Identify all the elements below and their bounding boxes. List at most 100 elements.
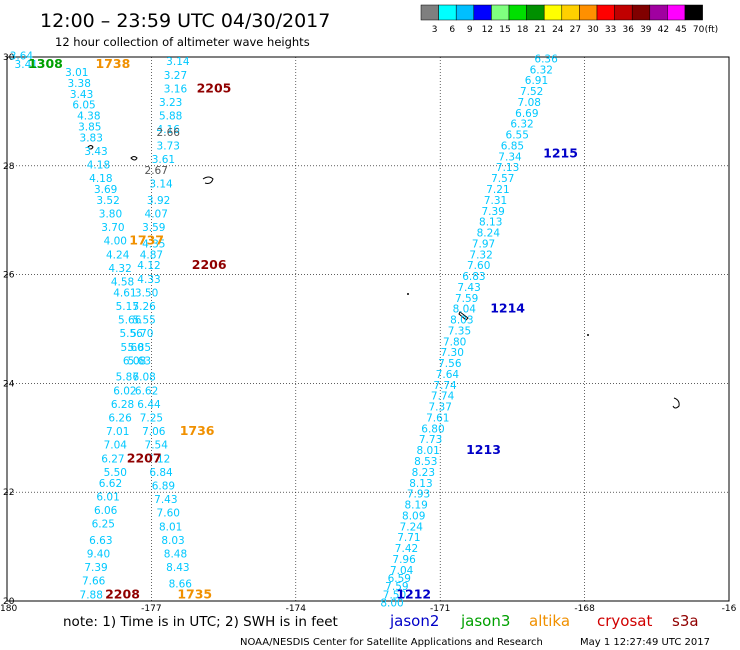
- colorbar-label: 18: [517, 25, 529, 35]
- wave-height-label: 3.16: [164, 83, 188, 95]
- wave-height-label: 8.66: [169, 578, 193, 590]
- pass-time-label: 1735: [177, 586, 212, 601]
- mission-label-altika: altika: [529, 612, 570, 630]
- wave-height-label: 3.73: [157, 140, 180, 152]
- wave-height-label: 3.50: [135, 287, 158, 299]
- wave-height-label: 8.48: [164, 548, 187, 560]
- wave-height-label: 4.00: [104, 236, 127, 248]
- pass-time-label: 1736: [180, 423, 215, 438]
- wave-height-label: 3.92: [147, 195, 170, 207]
- colorbar: 3 6 9 12 15 18 21 24 27 30 33 36 39 42 45 70 (ft): [420, 4, 719, 35]
- x-tick-label: -177: [141, 604, 161, 614]
- wave-height-label: 7.96: [392, 554, 416, 566]
- wave-height-label: 2.67: [145, 165, 168, 177]
- wave-height-label: 8.03: [450, 315, 473, 327]
- wave-height-label: 3.61: [152, 154, 175, 166]
- wave-height-label: 7.56: [438, 358, 462, 370]
- wave-height-label: 5.26: [132, 301, 156, 313]
- wave-height-label: 3.85: [78, 121, 101, 133]
- x-tick-label: -16: [722, 604, 737, 614]
- island-2: [202, 176, 214, 184]
- plot-frame: [6, 56, 730, 602]
- wave-height-label: 7.61: [426, 412, 449, 424]
- pass-time-label: 2205: [197, 80, 232, 95]
- wave-height-label: 7.34: [498, 151, 522, 163]
- colorbar-label: 6: [449, 25, 455, 35]
- colorbar-swatch: [491, 4, 510, 21]
- wave-height-label: 7.39: [84, 562, 107, 574]
- wave-height-label: 7.35: [448, 325, 471, 337]
- pass-time-label: 2208: [105, 586, 140, 601]
- pass-time-labels: 1308 1738 2205 1737 2206 1736 2207 2208 1735 1215…: [28, 56, 578, 601]
- wave-height-label: 5.66: [118, 315, 142, 327]
- wave-height-label: 5.88: [159, 111, 182, 123]
- wave-height-label: 7.42: [395, 543, 418, 555]
- wave-height-label: 3.70: [101, 222, 124, 234]
- y-tick-label: 22: [3, 488, 14, 498]
- wave-height-label: 6.32: [530, 64, 553, 76]
- wave-height-label: 8.43: [166, 562, 189, 574]
- pass-time-label: 2207: [127, 450, 162, 465]
- colorbar-label: 33: [605, 25, 616, 35]
- colorbar-swatch: [508, 4, 527, 21]
- colorbar-swatch: [455, 4, 475, 21]
- x-tick-label: -174: [286, 604, 307, 614]
- wave-height-label: 3.59: [142, 222, 165, 234]
- wave-height-label: 6.44: [137, 399, 161, 411]
- wave-height-label: 7.88: [80, 589, 103, 601]
- colorbar-label: 45: [675, 25, 686, 35]
- wave-height-label: 7.32: [469, 249, 492, 261]
- wave-height-label: 6.62: [99, 478, 122, 490]
- wave-height-label: 6.25: [92, 519, 115, 531]
- wave-height-label: 5.63: [128, 355, 151, 367]
- wave-height-label: 4.24: [106, 249, 130, 261]
- wave-height-label: 4.18: [87, 160, 110, 172]
- wave-height-label: 6.80: [421, 423, 444, 435]
- island-1: [130, 156, 138, 161]
- colorbar-label: 70: [693, 25, 705, 35]
- wave-height-label: 3.52: [96, 195, 119, 207]
- wave-height-label: 7.04: [104, 440, 128, 452]
- y-tick-label: 24: [3, 379, 15, 389]
- wave-height-label: 3.14: [149, 179, 173, 191]
- wave-height-label: 7.08: [518, 97, 541, 109]
- wave-height-label: 6.27: [101, 453, 124, 465]
- colorbar-label: 24: [552, 25, 564, 35]
- chart-title: 12:00 – 23:59 UTC 04/30/2017: [40, 10, 330, 32]
- wave-height-label: 3.38: [68, 78, 91, 90]
- colorbar-unit: (ft): [705, 25, 719, 35]
- wave-height-label: 7.21: [486, 184, 509, 196]
- island-outlines: [87, 145, 680, 409]
- wave-height-label: 4.12: [137, 260, 160, 272]
- pass-time-label: 1214: [490, 301, 525, 316]
- wave-height-label: 7.12: [147, 453, 170, 465]
- pass-time-label: 1738: [95, 56, 130, 71]
- wave-height-label: 7.71: [397, 532, 420, 544]
- wave-height-label: 7.66: [82, 576, 106, 588]
- wave-height-label: 8.00: [380, 597, 403, 609]
- colorbar-label: 12: [482, 25, 493, 35]
- wave-height-label: 7.04: [390, 565, 414, 577]
- mission-label-jason2: jason2: [389, 612, 439, 630]
- wave-height-label: 5.56: [119, 328, 143, 340]
- wave-height-label: 8.03: [161, 535, 184, 547]
- wave-height-label: 8.24: [477, 228, 501, 240]
- wave-height-label: 8.13: [479, 217, 502, 229]
- wave-height-label: 6.08: [123, 355, 146, 367]
- y-tick-label: 30: [3, 53, 15, 63]
- wave-height-label: 7.97: [472, 238, 495, 250]
- footer-timestamp: May 1 12:27:49 UTC 2017: [580, 637, 710, 648]
- wave-height-label: 8.23: [412, 467, 435, 479]
- wave-height-label: 4.61: [113, 287, 136, 299]
- wave-height-label: 8.53: [414, 456, 437, 468]
- y-tick-label: 20: [3, 597, 15, 607]
- wave-height-label: 7.43: [457, 282, 480, 294]
- wave-height-values: 3.643.413.013.383.436.054.383.853.833.43…: [10, 51, 558, 610]
- wave-height-label: 6.55: [506, 130, 529, 142]
- wave-height-label: 6.85: [501, 140, 524, 152]
- wave-height-label: 7.74: [433, 380, 457, 392]
- wave-height-label: 3.23: [159, 97, 182, 109]
- pass-time-label: 2206: [192, 257, 227, 272]
- colorbar-swatch: [596, 4, 615, 21]
